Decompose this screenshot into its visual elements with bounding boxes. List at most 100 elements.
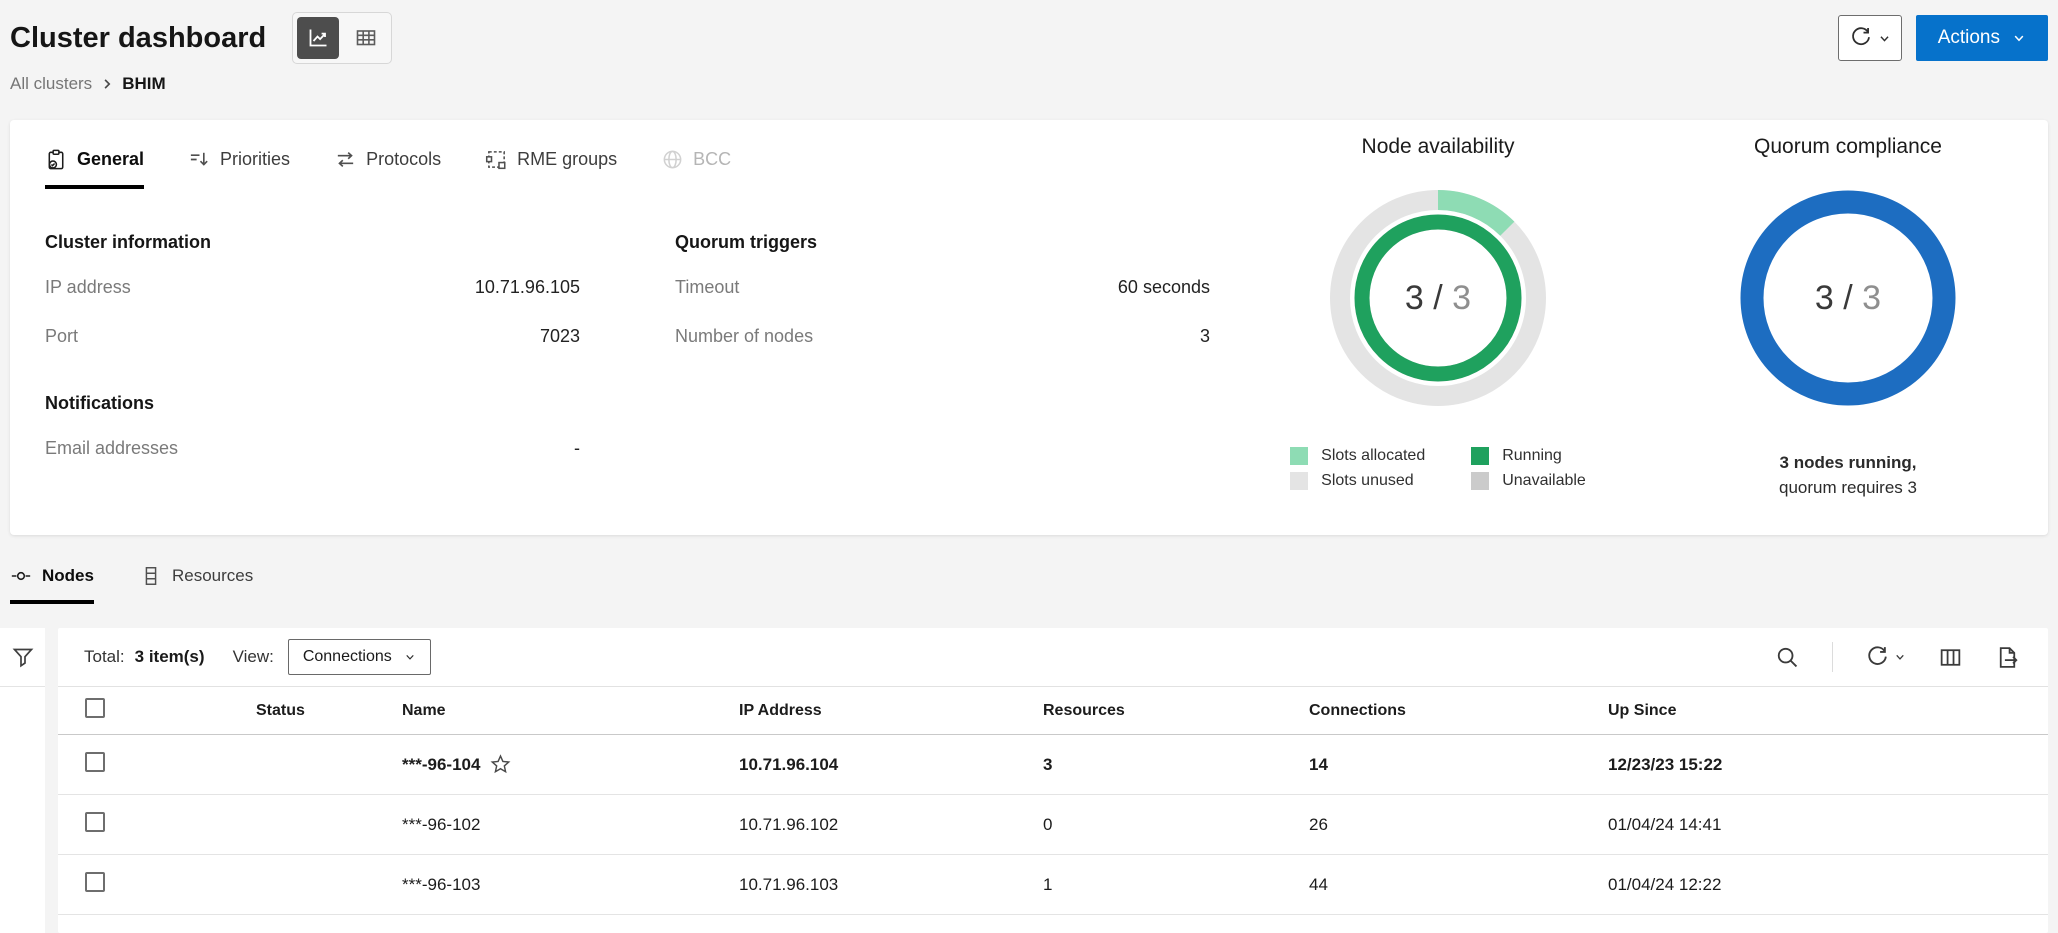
select-all-checkbox[interactable] xyxy=(85,698,105,718)
table-header-row: Status Name IP Address Resources Connect… xyxy=(58,687,2048,735)
legend-item: Slots unused xyxy=(1290,472,1425,490)
tab-protocols[interactable]: Protocols xyxy=(334,148,441,189)
node-ip: 10.71.96.103 xyxy=(739,874,839,894)
column-settings-button[interactable] xyxy=(1938,645,1963,670)
quorum-caption-line1: 3 nodes running, xyxy=(1779,453,1917,472)
row-value: 3 xyxy=(1199,326,1210,346)
search-button[interactable] xyxy=(1775,645,1800,670)
row-value: - xyxy=(574,438,580,458)
quorum-compliance-chart: Quorum compliance 3 / 3 3 nodes running,… xyxy=(1678,135,2018,500)
primary-tabs: General Priorities Protocol xyxy=(45,148,731,189)
globe-icon xyxy=(661,148,684,171)
table-toolbar: Total: 3 item(s) View: Connections xyxy=(58,628,2048,687)
node-availability-legend: Slots allocated Slots unused Running Una… xyxy=(1290,447,1586,490)
table-row[interactable]: ***-96-102 10.71.96.102 0 26 01/04/24 14… xyxy=(58,795,2048,855)
page-header: Cluster dashboard xyxy=(10,0,2048,118)
row-value: 60 seconds xyxy=(1117,277,1210,297)
column-header-status[interactable]: Status xyxy=(256,701,305,719)
info-row-ip: IP address 10.71.96.105 xyxy=(45,263,580,312)
row-label: Number of nodes xyxy=(675,326,814,346)
chevron-down-icon xyxy=(2012,31,2026,45)
node-name: ***-96-103 xyxy=(402,874,481,894)
refresh-icon xyxy=(1849,26,1873,50)
tab-label: RME groups xyxy=(517,149,618,169)
chart-view-button[interactable] xyxy=(297,17,340,59)
resources-stack-icon xyxy=(140,565,162,587)
breadcrumb-current: BHIM xyxy=(122,74,166,93)
column-header-up-since[interactable]: Up Since xyxy=(1608,701,1677,719)
info-row-email: Email addresses - xyxy=(45,424,580,473)
secondary-tabs: Nodes Resources xyxy=(10,565,253,604)
node-icon xyxy=(10,565,32,587)
legend-item: Unavailable xyxy=(1471,472,1586,490)
tab-label: Protocols xyxy=(366,149,442,169)
chevron-down-icon xyxy=(1894,651,1906,663)
column-header-ip[interactable]: IP Address xyxy=(739,701,822,719)
actions-button[interactable]: Actions xyxy=(1915,15,2048,61)
quorum-triggers-panel: Quorum triggers Timeout 60 seconds Numbe… xyxy=(675,232,1210,473)
legend-label: Slots unused xyxy=(1321,472,1414,489)
line-chart-icon xyxy=(306,26,330,50)
filter-button[interactable] xyxy=(0,628,45,687)
table-row[interactable]: ***-96-103 10.71.96.103 1 44 01/04/24 12… xyxy=(58,855,2048,915)
row-checkbox[interactable] xyxy=(85,872,105,892)
page-title: Cluster dashboard xyxy=(10,21,267,54)
chart-title: Quorum compliance xyxy=(1754,135,1942,158)
legend-label: Slots allocated xyxy=(1321,447,1426,464)
view-select-value: Connections xyxy=(302,648,392,665)
view-select-dropdown[interactable]: Connections xyxy=(287,639,431,675)
table-toolbar-icons xyxy=(1775,642,2020,672)
quorum-caption: 3 nodes running, quorum requires 3 xyxy=(1779,451,1917,500)
legend-label: Unavailable xyxy=(1502,472,1586,489)
charts-area: Node availability 3 / 3 Slots allocated xyxy=(1268,135,2018,500)
row-label: IP address xyxy=(45,277,131,297)
filter-strip xyxy=(0,628,45,933)
total-label: Total: xyxy=(84,647,125,666)
export-file-icon xyxy=(1995,645,2020,670)
info-row-port: Port 7023 xyxy=(45,312,580,361)
table-refresh-button[interactable] xyxy=(1865,645,1906,670)
star-icon[interactable] xyxy=(489,753,512,776)
node-resources: 0 xyxy=(1043,814,1053,834)
donut-center-label: 3 / 3 xyxy=(1814,278,1882,317)
node-resources: 3 xyxy=(1043,754,1053,774)
row-checkbox[interactable] xyxy=(85,812,105,832)
column-header-connections[interactable]: Connections xyxy=(1309,701,1406,719)
breadcrumb: All clusters BHIM xyxy=(10,74,2048,94)
refresh-button[interactable] xyxy=(1837,15,1902,61)
breadcrumb-all-clusters[interactable]: All clusters xyxy=(10,74,93,93)
tab-label: Nodes xyxy=(42,566,94,585)
tab-general[interactable]: General xyxy=(45,148,145,189)
tab-resources[interactable]: Resources xyxy=(140,565,253,604)
tab-nodes[interactable]: Nodes xyxy=(10,565,94,604)
tab-bcc: BCC xyxy=(661,148,731,189)
swap-arrows-icon xyxy=(334,148,357,171)
clipboard-check-icon xyxy=(45,148,68,171)
toolbar-divider xyxy=(1832,642,1833,672)
table-grid-icon xyxy=(354,26,378,50)
table-row[interactable]: ***-96-104 10.71.96.104 3 14 12/23/23 15… xyxy=(58,735,2048,795)
row-checkbox[interactable] xyxy=(85,752,105,772)
tab-rme-groups[interactable]: RME groups xyxy=(485,148,617,189)
quorum-caption-line2: quorum requires 3 xyxy=(1779,477,1917,497)
columns-icon xyxy=(1938,645,1963,670)
view-toggle xyxy=(292,12,393,64)
node-name: ***-96-102 xyxy=(402,814,481,834)
table-view-button[interactable] xyxy=(345,17,387,59)
node-up-since: 12/23/23 15:22 xyxy=(1608,754,1723,774)
panel-heading: Cluster information xyxy=(45,232,212,252)
quorum-compliance-donut: 3 / 3 xyxy=(1733,183,1963,413)
node-availability-chart: Node availability 3 / 3 Slots allocated xyxy=(1268,135,1608,500)
node-resources: 1 xyxy=(1043,874,1053,894)
export-button[interactable] xyxy=(1995,645,2020,670)
column-header-resources[interactable]: Resources xyxy=(1043,701,1125,719)
legend-label: Running xyxy=(1502,447,1562,464)
tab-label: Resources xyxy=(171,566,254,585)
node-connections: 14 xyxy=(1309,754,1328,774)
tab-priorities[interactable]: Priorities xyxy=(188,148,290,189)
column-header-name[interactable]: Name xyxy=(402,701,446,719)
row-value: 7023 xyxy=(539,326,580,346)
node-name: ***-96-104 xyxy=(402,754,481,774)
cluster-information-panel: Cluster information IP address 10.71.96.… xyxy=(45,232,580,473)
node-availability-donut: 3 / 3 xyxy=(1323,183,1553,413)
